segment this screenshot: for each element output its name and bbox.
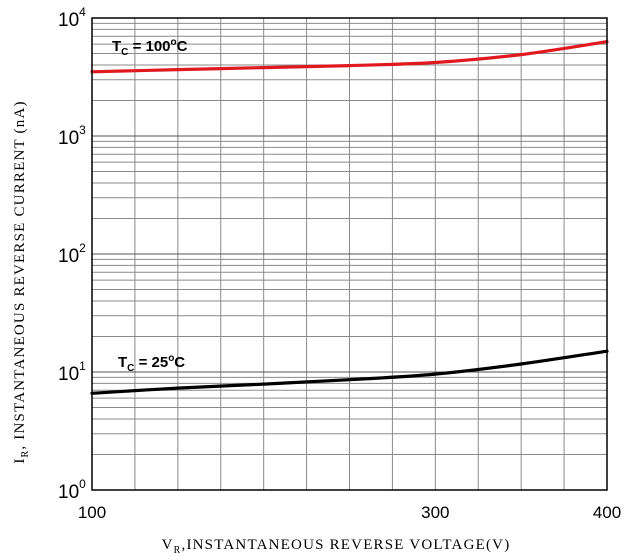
tick-labels: 100 300 400 100 101 102 103 104	[58, 5, 621, 522]
series-line-0	[90, 40, 609, 74]
y-axis-label: IR, INSTANTANEOUS REVERSE CURRENT (nA)	[12, 100, 31, 463]
y-tick-label: 101	[58, 359, 86, 385]
series-label-100c: TC = 100oC	[112, 37, 188, 58]
y-tick-label: 100	[58, 477, 86, 503]
chart-series	[90, 40, 609, 395]
x-tick-label: 300	[421, 503, 449, 522]
y-tick-label: 104	[58, 5, 86, 31]
x-axis-label: VR,INSTANTANEOUS REVERSE VOLTAGE(V)	[162, 537, 511, 556]
plot-frame	[91, 17, 608, 491]
x-tick-label: 100	[78, 503, 106, 522]
y-tick-label: 102	[58, 241, 86, 267]
series-label-25c: TC = 25oC	[118, 353, 185, 374]
chart-grid	[91, 17, 608, 491]
y-tick-label: 103	[58, 123, 86, 149]
series-line-1	[90, 349, 609, 395]
x-tick-label: 400	[593, 503, 621, 522]
